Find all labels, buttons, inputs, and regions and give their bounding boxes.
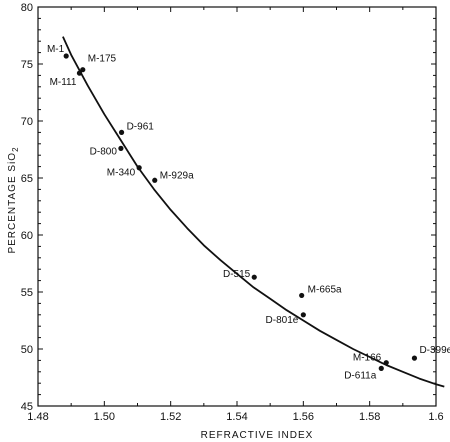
- data-point: [136, 165, 142, 171]
- data-point-layer: M-1 M-175 M-111 D-961 D-800 M-340 M-929a D-515 M…: [47, 44, 450, 381]
- data-point-label: M-340: [107, 168, 136, 179]
- plot-border: [37, 6, 437, 407]
- y-tick-label: 75: [21, 59, 33, 71]
- data-point-label: M-665a: [308, 284, 342, 295]
- x-axis-title: REFRACTIVE INDEX: [201, 430, 314, 441]
- data-point-label: M-111: [50, 77, 77, 88]
- x-tick-label: 1.50: [94, 411, 115, 423]
- data-point-label: D-800: [90, 146, 118, 157]
- x-tick-label: 1.52: [160, 411, 181, 423]
- x-tick-label: 1.48: [27, 411, 48, 423]
- data-point: [411, 355, 418, 361]
- y-axis-ticks: 45 50 55 60 65 70 75 80: [21, 2, 436, 413]
- x-axis-ticks: 1.48 1.50 1.52 1.54 1.56 1.58 1.6: [27, 7, 444, 423]
- data-point-label: M-166: [353, 353, 382, 364]
- y-axis-title: PERCENTAGE SiO2: [7, 146, 20, 253]
- plot-frame: [37, 6, 437, 407]
- data-point: [76, 70, 83, 76]
- data-point: [378, 365, 384, 371]
- data-point: [118, 145, 124, 151]
- y-tick-label: 50: [21, 344, 33, 356]
- data-point-label: D-399e: [419, 345, 450, 356]
- fit-curve-layer: [62, 36, 445, 388]
- data-point: [80, 67, 86, 73]
- data-point: [299, 292, 305, 299]
- y-tick-label: 45: [21, 401, 33, 413]
- data-point: [118, 129, 125, 135]
- y-axis-title-subscript: 2: [11, 146, 20, 151]
- x-tick-label: 1.6: [428, 411, 443, 423]
- y-tick-label: 70: [21, 116, 33, 128]
- data-point: [152, 177, 158, 183]
- x-tick-label: 1.56: [293, 411, 314, 423]
- y-tick-label: 80: [21, 2, 33, 14]
- data-point-label: M-929a: [160, 170, 194, 181]
- y-axis-title-main: PERCENTAGE SiO: [7, 152, 18, 254]
- data-point: [63, 53, 69, 59]
- data-point: [383, 360, 389, 366]
- data-point-label: D-515: [223, 269, 251, 280]
- y-tick-label: 55: [21, 287, 33, 299]
- data-point: [300, 312, 306, 318]
- data-point-label: D-961: [127, 121, 155, 132]
- data-point-label: M-175: [88, 54, 117, 65]
- data-point-label: M-1: [47, 44, 65, 55]
- x-tick-label: 1.58: [359, 411, 380, 423]
- data-point-label: D-611a: [344, 370, 376, 381]
- y-tick-label: 65: [21, 173, 33, 185]
- data-point-label: D-801e: [266, 315, 299, 326]
- fit-curve: [62, 36, 445, 388]
- y-tick-label: 60: [21, 230, 33, 242]
- x-tick-label: 1.54: [226, 411, 247, 423]
- data-point: [251, 274, 257, 280]
